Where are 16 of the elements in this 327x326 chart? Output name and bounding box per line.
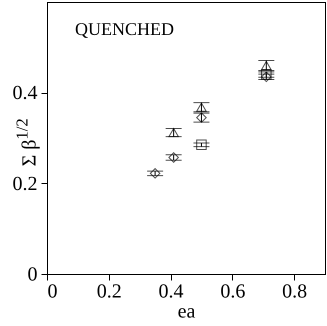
point	[261, 69, 272, 80]
point	[261, 72, 272, 82]
point	[196, 140, 207, 150]
point	[150, 168, 160, 179]
annotation: QUENCHED	[75, 19, 174, 39]
point	[168, 152, 179, 163]
y-tick-label: 0	[28, 264, 38, 286]
y-tick-label: 0.2	[12, 172, 38, 195]
y-tick-label: 0.4	[12, 82, 38, 104]
x-tick-label: 0.4	[158, 280, 184, 302]
x-tick-label: 0	[48, 280, 58, 302]
x-tick-label: 0.8	[282, 280, 308, 302]
x-axis-title: ea	[178, 300, 196, 322]
point	[168, 128, 179, 138]
x-tick-label: 0.6	[220, 280, 246, 302]
x-tick-label: 0.2	[96, 280, 122, 302]
